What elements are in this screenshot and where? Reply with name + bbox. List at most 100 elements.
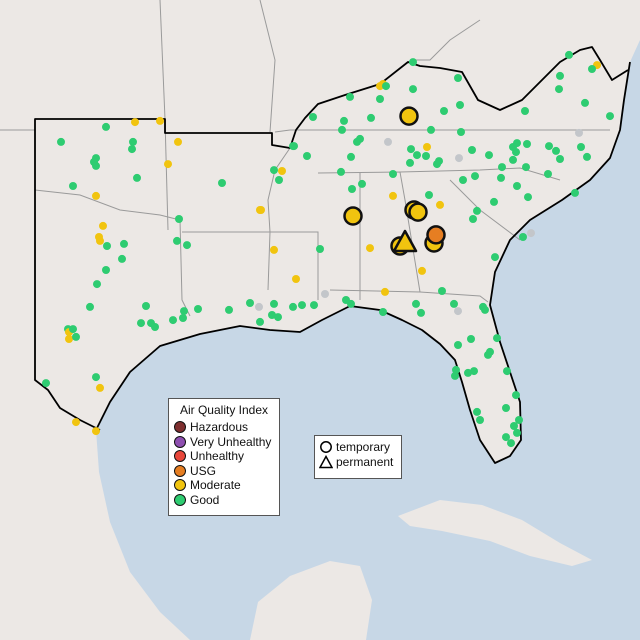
monitor-point[interactable] bbox=[577, 143, 585, 151]
monitor-point[interactable] bbox=[92, 191, 100, 200]
monitor-point[interactable] bbox=[169, 316, 177, 325]
monitor-point[interactable] bbox=[103, 242, 111, 250]
monitor-point[interactable] bbox=[246, 299, 254, 307]
monitor-point[interactable] bbox=[102, 122, 110, 131]
monitor-point[interactable] bbox=[588, 65, 596, 73]
monitor-point[interactable] bbox=[128, 145, 136, 154]
monitor-point[interactable] bbox=[454, 341, 462, 349]
monitor-point[interactable] bbox=[423, 143, 431, 151]
monitor-point[interactable] bbox=[298, 301, 306, 310]
monitor-point[interactable] bbox=[292, 275, 300, 283]
monitor-point[interactable] bbox=[469, 215, 477, 223]
monitor-point[interactable] bbox=[69, 182, 77, 190]
monitor-point[interactable] bbox=[274, 313, 282, 322]
monitor-point[interactable] bbox=[278, 167, 286, 175]
monitor-point[interactable] bbox=[353, 137, 361, 146]
monitor-point[interactable] bbox=[606, 112, 614, 121]
monitor-point[interactable] bbox=[183, 241, 191, 250]
monitor-point[interactable] bbox=[481, 305, 489, 314]
monitor-point[interactable] bbox=[86, 302, 94, 311]
monitor-point[interactable] bbox=[493, 334, 501, 343]
monitor-point[interactable] bbox=[417, 308, 425, 317]
monitor-point[interactable] bbox=[129, 137, 137, 146]
monitor-point[interactable] bbox=[310, 301, 318, 310]
monitor-point[interactable] bbox=[133, 173, 141, 182]
monitor-point[interactable] bbox=[418, 266, 426, 275]
monitor-point[interactable] bbox=[571, 188, 579, 197]
monitor-point[interactable] bbox=[164, 160, 172, 169]
monitor-point[interactable] bbox=[502, 433, 510, 442]
monitor-point[interactable] bbox=[376, 95, 384, 103]
monitor-point[interactable] bbox=[422, 152, 430, 160]
monitor-point[interactable] bbox=[473, 407, 481, 416]
monitor-point[interactable] bbox=[464, 368, 472, 377]
monitor-point[interactable] bbox=[270, 299, 278, 308]
monitor-point[interactable] bbox=[57, 137, 65, 146]
monitor-point[interactable] bbox=[72, 418, 80, 427]
monitor-point[interactable] bbox=[527, 229, 535, 238]
monitor-point[interactable] bbox=[521, 107, 529, 115]
monitor-point[interactable] bbox=[93, 280, 101, 289]
monitor-point[interactable] bbox=[454, 74, 462, 82]
monitor-point[interactable] bbox=[470, 367, 478, 376]
monitor-point[interactable] bbox=[69, 325, 77, 334]
monitor-point[interactable] bbox=[490, 197, 498, 206]
monitor-point[interactable] bbox=[379, 308, 387, 316]
monitor-point[interactable] bbox=[409, 85, 417, 94]
monitor-point[interactable] bbox=[384, 137, 392, 146]
monitor-point[interactable] bbox=[450, 299, 458, 308]
monitor-point[interactable] bbox=[156, 116, 164, 125]
monitor-point[interactable] bbox=[583, 152, 591, 161]
monitor-point[interactable] bbox=[268, 311, 276, 319]
monitor-point[interactable] bbox=[427, 125, 435, 134]
monitor-point[interactable] bbox=[438, 287, 446, 295]
monitor-point[interactable] bbox=[225, 305, 233, 314]
monitor-point[interactable] bbox=[552, 146, 560, 155]
monitor-point[interactable] bbox=[194, 305, 202, 313]
monitor-point[interactable] bbox=[65, 335, 73, 343]
monitor-point[interactable] bbox=[575, 128, 583, 137]
monitor-point[interactable] bbox=[556, 155, 564, 163]
monitor-point[interactable] bbox=[303, 152, 311, 160]
temporary-monitor-marker[interactable] bbox=[343, 206, 363, 226]
monitor-point[interactable] bbox=[484, 350, 492, 359]
monitor-point[interactable] bbox=[142, 302, 150, 310]
monitor-point[interactable] bbox=[92, 373, 100, 382]
monitor-point[interactable] bbox=[497, 173, 505, 182]
monitor-point[interactable] bbox=[406, 158, 414, 167]
monitor-point[interactable] bbox=[96, 383, 104, 392]
monitor-point[interactable] bbox=[337, 167, 345, 176]
monitor-point[interactable] bbox=[412, 299, 420, 308]
monitor-point[interactable] bbox=[346, 92, 354, 101]
monitor-point[interactable] bbox=[309, 113, 317, 121]
monitor-point[interactable] bbox=[555, 85, 563, 94]
monitor-point[interactable] bbox=[468, 146, 476, 154]
monitor-point[interactable] bbox=[457, 128, 465, 136]
monitor-point[interactable] bbox=[102, 266, 110, 274]
monitor-point[interactable] bbox=[389, 191, 397, 200]
monitor-point[interactable] bbox=[425, 191, 433, 199]
monitor-point[interactable] bbox=[270, 166, 278, 175]
temporary-monitor-marker[interactable] bbox=[399, 106, 419, 126]
monitor-point[interactable] bbox=[137, 319, 145, 328]
monitor-point[interactable] bbox=[503, 367, 511, 376]
monitor-point[interactable] bbox=[512, 391, 520, 400]
monitor-point[interactable] bbox=[92, 427, 100, 436]
monitor-point[interactable] bbox=[452, 365, 460, 374]
monitor-point[interactable] bbox=[433, 160, 441, 169]
monitor-point[interactable] bbox=[545, 142, 553, 151]
monitor-point[interactable] bbox=[510, 422, 518, 430]
monitor-point[interactable] bbox=[174, 137, 182, 146]
monitor-point[interactable] bbox=[456, 101, 464, 109]
monitor-point[interactable] bbox=[151, 323, 159, 331]
monitor-point[interactable] bbox=[366, 244, 374, 253]
monitor-point[interactable] bbox=[544, 170, 552, 178]
monitor-point[interactable] bbox=[455, 154, 463, 163]
monitor-point[interactable] bbox=[524, 193, 532, 202]
monitor-point[interactable] bbox=[218, 179, 226, 187]
monitor-point[interactable] bbox=[348, 185, 356, 193]
monitor-point[interactable] bbox=[451, 371, 459, 380]
monitor-point[interactable] bbox=[513, 182, 521, 190]
monitor-point[interactable] bbox=[256, 317, 264, 326]
